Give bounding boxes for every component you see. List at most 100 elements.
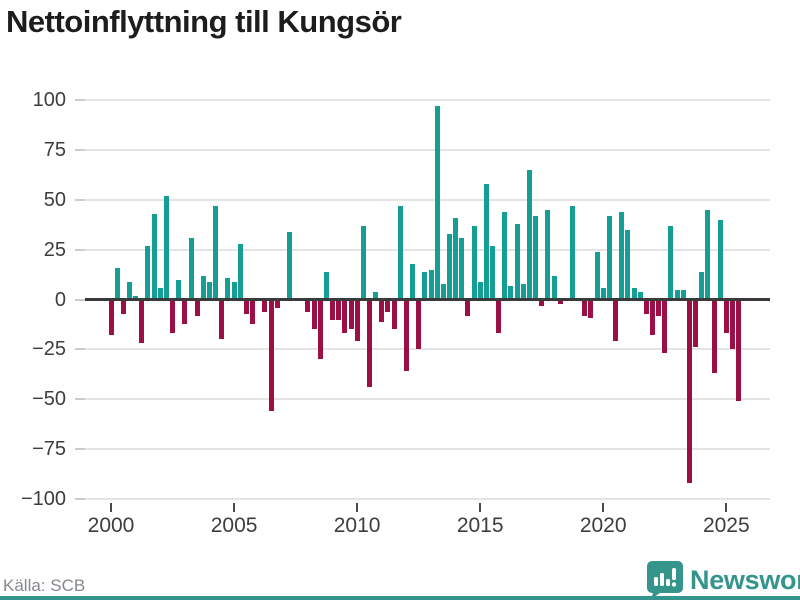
x-axis-label-2015: 2015	[456, 514, 504, 537]
gridline-100	[85, 98, 770, 101]
y-axis-tick--100	[75, 498, 85, 501]
bar-2024-Q1	[699, 271, 705, 300]
bar-2019-Q4	[594, 251, 600, 300]
bar-2014-Q3	[465, 299, 471, 316]
bar-2016-Q4	[520, 283, 526, 300]
bar-2005-Q2	[237, 243, 243, 300]
bar-2007-Q2	[286, 231, 292, 300]
bar-2023-Q3	[686, 299, 692, 484]
bar-2025-Q3	[736, 299, 742, 402]
bar-2002-Q2	[163, 195, 169, 300]
bar-2020-Q3	[613, 299, 618, 342]
newsworthy-logo[interactable]: Newsworthy	[644, 559, 800, 599]
bar-2003-Q1	[182, 299, 188, 324]
bar-2006-Q4	[274, 299, 280, 308]
bar-2014-Q1	[453, 217, 459, 300]
gridline--75	[85, 448, 770, 451]
bar-2014-Q2	[459, 237, 465, 300]
bar-2008-Q2	[311, 299, 317, 330]
bar-2009-Q4	[348, 299, 354, 330]
chart-title: Nettoinflyttning till Kungsör	[6, 4, 402, 39]
y-axis-label-25: 25	[43, 238, 66, 261]
bar-2002-Q1	[157, 287, 163, 300]
bar-2016-Q3	[514, 223, 520, 300]
bar-2011-Q2	[385, 299, 391, 312]
bar-2022-Q2	[656, 299, 662, 316]
bar-2018-Q4	[570, 205, 575, 300]
bar-2002-Q3	[170, 299, 175, 334]
bar-2011-Q3	[391, 299, 397, 330]
newsworthy-wordmark: Newsworthy	[690, 565, 800, 595]
y-axis-tick-25	[75, 248, 85, 251]
bar-2024-Q3	[711, 299, 717, 374]
bar-2002-Q4	[176, 279, 182, 300]
bar-2013-Q2	[434, 105, 440, 300]
speech-bubble-shape	[647, 561, 683, 599]
bar-2003-Q3	[194, 299, 200, 316]
bar-2006-Q2	[262, 299, 268, 312]
bar-2022-Q1	[650, 299, 655, 336]
bar-2012-Q2	[410, 263, 415, 300]
brand-color-strip	[0, 596, 800, 600]
bar-2022-Q4	[668, 225, 674, 300]
source-note: Källa: SCB	[3, 576, 86, 595]
bar-2012-Q4	[422, 271, 428, 300]
bar-2023-Q4	[693, 299, 698, 348]
y-axis-label-75: 75	[43, 138, 66, 161]
bar-2025-Q1	[723, 299, 729, 334]
y-axis-label-0: 0	[54, 288, 66, 311]
bar-2021-Q4	[643, 299, 649, 314]
x-axis-tick-2000	[110, 503, 112, 512]
bar-2000-Q2	[114, 267, 120, 300]
bar-2017-Q1	[526, 169, 532, 300]
y-axis-label--100: −100	[20, 488, 66, 511]
bar-2011-Q4	[397, 205, 403, 300]
bar-2023-Q2	[680, 289, 686, 300]
bar-2012-Q1	[403, 299, 409, 372]
gridline-25	[85, 248, 770, 251]
bar-2013-Q4	[446, 233, 452, 300]
gridline--50	[85, 398, 770, 401]
bar-2006-Q3	[268, 299, 274, 412]
bar-2005-Q3	[243, 299, 249, 314]
y-axis-label--75: −75	[32, 438, 66, 461]
bar-2001-Q4	[151, 213, 157, 300]
bar-2000-Q1	[108, 299, 114, 336]
bar-2024-Q2	[705, 209, 711, 300]
bar-2010-Q2	[360, 225, 366, 300]
bar-2022-Q3	[662, 299, 668, 354]
bar-2020-Q4	[619, 211, 625, 300]
y-axis-tick-100	[75, 98, 85, 101]
y-axis-tick-50	[75, 198, 85, 201]
bar-2001-Q1	[133, 295, 139, 300]
bar-2020-Q1	[600, 287, 606, 300]
bar-2018-Q2	[557, 299, 563, 304]
x-axis-tick-2015	[479, 503, 482, 512]
bar-2023-Q1	[674, 289, 680, 300]
gridline--25	[85, 348, 770, 351]
y-axis-tick--50	[75, 398, 85, 401]
bar-2017-Q2	[533, 215, 539, 300]
y-axis-tick--75	[75, 448, 85, 451]
y-axis-tick--25	[75, 348, 85, 351]
bar-2004-Q4	[225, 277, 231, 300]
bar-2013-Q1	[428, 269, 434, 300]
bar-2001-Q2	[139, 299, 145, 344]
bar-2021-Q1	[625, 229, 631, 300]
bar-2001-Q3	[145, 245, 151, 300]
y-axis-tick-0	[75, 298, 85, 301]
bar-2008-Q1	[305, 299, 311, 312]
bar-2009-Q2	[336, 299, 342, 320]
bar-2018-Q1	[551, 275, 557, 300]
y-axis-label--50: −50	[32, 388, 66, 411]
y-axis-tick-75	[75, 148, 85, 151]
gridline-75	[85, 148, 770, 151]
bar-2008-Q3	[317, 299, 323, 360]
bar-2021-Q3	[637, 291, 643, 300]
bar-2003-Q4	[200, 275, 206, 300]
bar-2011-Q1	[379, 299, 385, 322]
bar-2016-Q1	[502, 211, 508, 300]
bar-2020-Q2	[606, 215, 612, 300]
